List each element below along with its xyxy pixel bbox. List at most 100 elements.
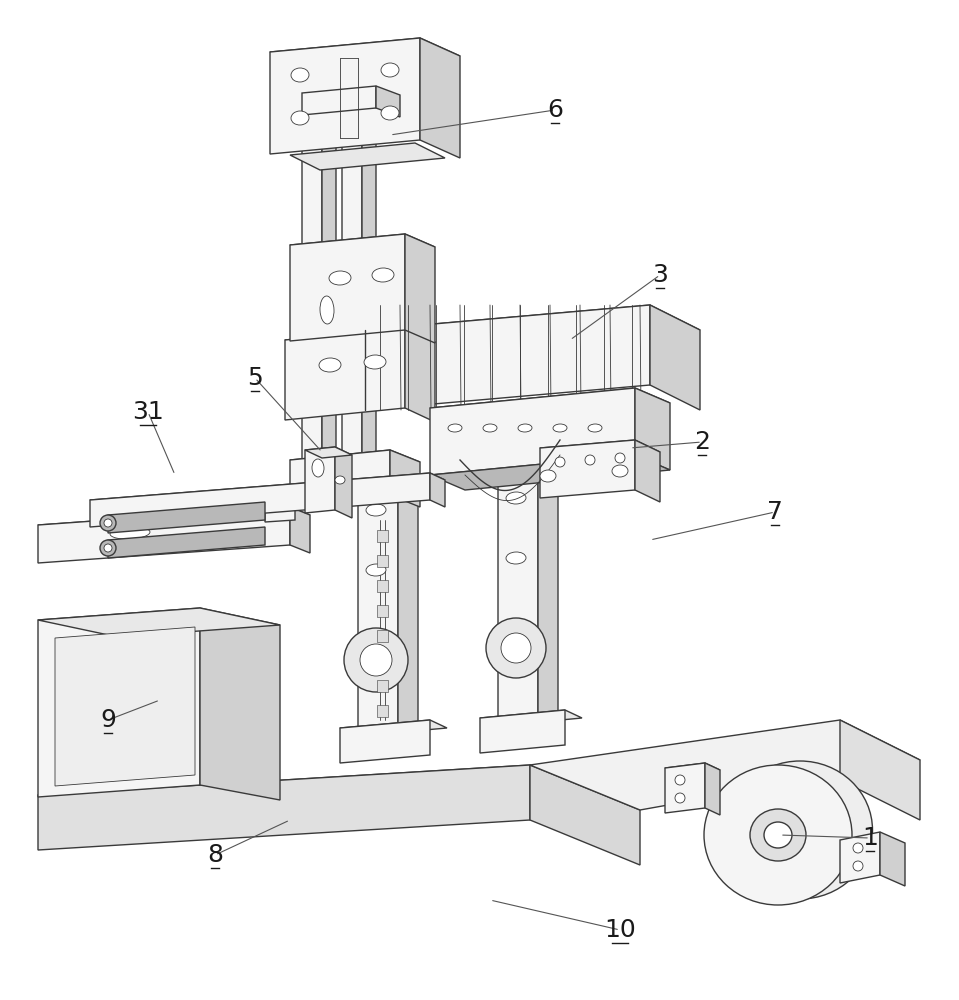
Polygon shape xyxy=(480,710,582,726)
Circle shape xyxy=(675,793,685,803)
Polygon shape xyxy=(302,93,322,464)
Polygon shape xyxy=(377,655,388,667)
Polygon shape xyxy=(705,763,720,815)
Polygon shape xyxy=(38,507,310,535)
Text: 8: 8 xyxy=(207,843,223,867)
Polygon shape xyxy=(290,450,390,505)
Polygon shape xyxy=(377,555,388,567)
Circle shape xyxy=(853,861,863,871)
Ellipse shape xyxy=(110,527,150,539)
Polygon shape xyxy=(108,527,265,558)
Polygon shape xyxy=(38,608,280,637)
Polygon shape xyxy=(290,450,420,472)
Ellipse shape xyxy=(518,424,532,432)
Circle shape xyxy=(360,644,392,676)
Ellipse shape xyxy=(728,761,873,899)
Polygon shape xyxy=(530,720,920,810)
Polygon shape xyxy=(377,605,388,617)
Circle shape xyxy=(486,618,546,678)
Ellipse shape xyxy=(506,552,526,564)
Polygon shape xyxy=(55,627,195,786)
Ellipse shape xyxy=(372,268,394,282)
Polygon shape xyxy=(108,502,265,533)
Text: 1: 1 xyxy=(862,826,877,850)
Circle shape xyxy=(555,457,565,467)
Polygon shape xyxy=(305,447,335,513)
Polygon shape xyxy=(265,498,295,522)
Polygon shape xyxy=(635,440,660,502)
Ellipse shape xyxy=(588,424,602,432)
Ellipse shape xyxy=(540,470,556,482)
Polygon shape xyxy=(405,234,435,343)
Polygon shape xyxy=(538,451,558,729)
Ellipse shape xyxy=(704,765,852,905)
Text: 9: 9 xyxy=(100,708,116,732)
Ellipse shape xyxy=(335,476,345,484)
Polygon shape xyxy=(377,580,388,592)
Polygon shape xyxy=(390,450,420,507)
Ellipse shape xyxy=(366,504,386,516)
Polygon shape xyxy=(365,305,650,410)
Polygon shape xyxy=(265,498,300,504)
Polygon shape xyxy=(376,86,400,117)
Polygon shape xyxy=(305,447,352,458)
Polygon shape xyxy=(540,440,660,460)
Polygon shape xyxy=(377,705,388,717)
Polygon shape xyxy=(38,507,290,563)
Polygon shape xyxy=(530,765,640,865)
Ellipse shape xyxy=(506,492,526,504)
Polygon shape xyxy=(38,765,640,840)
Polygon shape xyxy=(420,38,460,158)
Ellipse shape xyxy=(483,424,497,432)
Circle shape xyxy=(615,453,625,463)
Ellipse shape xyxy=(366,564,386,576)
Polygon shape xyxy=(322,93,336,468)
Circle shape xyxy=(501,633,531,663)
Ellipse shape xyxy=(381,63,399,77)
Text: 3: 3 xyxy=(652,263,667,287)
Ellipse shape xyxy=(320,296,334,324)
Polygon shape xyxy=(90,473,430,527)
Polygon shape xyxy=(430,473,445,507)
Polygon shape xyxy=(38,608,200,797)
Polygon shape xyxy=(377,680,388,692)
Polygon shape xyxy=(342,89,362,462)
Polygon shape xyxy=(340,720,430,763)
Polygon shape xyxy=(90,473,445,507)
Polygon shape xyxy=(362,89,376,466)
Polygon shape xyxy=(480,710,565,753)
Ellipse shape xyxy=(100,540,116,556)
Polygon shape xyxy=(665,763,705,813)
Polygon shape xyxy=(635,388,670,470)
Polygon shape xyxy=(302,86,376,115)
Circle shape xyxy=(853,843,863,853)
Ellipse shape xyxy=(291,68,309,82)
Polygon shape xyxy=(290,143,445,170)
Circle shape xyxy=(344,628,408,692)
Polygon shape xyxy=(398,464,418,739)
Ellipse shape xyxy=(612,465,628,477)
Polygon shape xyxy=(358,464,398,734)
Text: 7: 7 xyxy=(767,500,783,524)
Polygon shape xyxy=(270,38,460,70)
Circle shape xyxy=(675,775,685,785)
Circle shape xyxy=(585,455,595,465)
Polygon shape xyxy=(290,234,435,258)
Text: 31: 31 xyxy=(132,400,164,424)
Polygon shape xyxy=(377,630,388,642)
Polygon shape xyxy=(340,720,447,736)
Polygon shape xyxy=(290,234,405,341)
Polygon shape xyxy=(430,455,670,490)
Ellipse shape xyxy=(312,459,324,477)
Polygon shape xyxy=(200,608,280,800)
Polygon shape xyxy=(840,720,920,820)
Polygon shape xyxy=(335,447,352,518)
Text: 6: 6 xyxy=(547,98,563,122)
Ellipse shape xyxy=(364,355,386,369)
Polygon shape xyxy=(285,328,435,354)
Ellipse shape xyxy=(329,271,351,285)
Polygon shape xyxy=(405,328,435,422)
Polygon shape xyxy=(38,765,530,850)
Polygon shape xyxy=(498,451,538,724)
Ellipse shape xyxy=(104,519,112,527)
